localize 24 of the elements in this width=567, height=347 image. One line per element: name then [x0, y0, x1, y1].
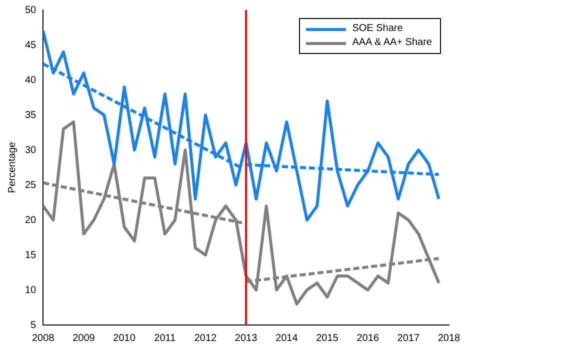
x-tick-label: 2009: [72, 332, 96, 344]
x-tick-label: 2012: [194, 332, 218, 344]
x-tick-label: 2010: [113, 332, 136, 344]
y-tick-label: 5: [30, 320, 37, 331]
x-tick-label: 2017: [397, 332, 420, 344]
y-tick-label: 15: [25, 250, 37, 261]
y-tick-label: 40: [25, 74, 37, 86]
y-tick-label: 30: [25, 144, 37, 156]
x-tick-label: 2013: [234, 332, 258, 344]
x-tick-label: 2018: [438, 332, 461, 344]
y-tick-label: 25: [25, 180, 37, 191]
y-axis-title: Percentage: [6, 141, 18, 194]
x-tick-label: 2011: [154, 332, 176, 344]
y-tick-label: 10: [25, 284, 37, 296]
x-tick-label: 2008: [32, 332, 55, 344]
y-tick-label: 45: [25, 40, 37, 51]
y-tick-label: 20: [25, 214, 37, 226]
legend-label: AAA & AA+ Share: [352, 36, 432, 50]
x-tick-label: 2014: [276, 332, 298, 344]
legend-label: SOE Share: [352, 22, 403, 36]
x-tick-label: 2016: [356, 332, 380, 344]
y-tick-label: 50: [25, 4, 37, 16]
x-tick-label: 2015: [316, 332, 339, 344]
y-tick-label: 35: [25, 110, 37, 121]
